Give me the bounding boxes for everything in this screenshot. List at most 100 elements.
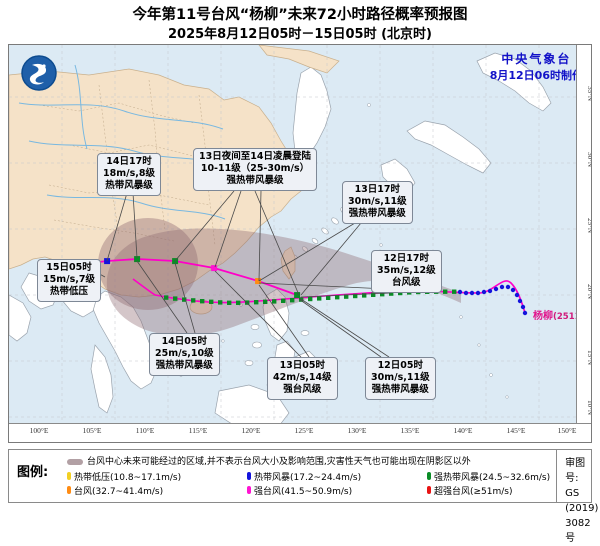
callout-line: 强热带风暴级 <box>155 359 213 371</box>
legend-left-column: 图例: 台风中心未来可能经过的区域,并不表示台风大小及影响范围,灾害性天气也可能… <box>9 450 556 502</box>
legend-label: 台风(32.7~41.4m/s) <box>74 486 164 497</box>
callout-13d17h[interactable]: 13日17时 30m/s,11级 强热带风暴级 <box>342 181 413 224</box>
storm-name-text: 杨柳 <box>533 311 553 322</box>
legend-row: 台风(32.7~41.4m/s) 强台风(41.5~50.9m/s) 超强台风(… <box>67 484 550 497</box>
lat-tick: 30°N <box>586 152 591 167</box>
agency-issue-time: 8月12日06时制作 <box>489 68 583 82</box>
lon-tick: 115°E <box>188 426 208 435</box>
callout-line: 强热带风暴级 <box>226 174 284 186</box>
legend-label: 热带风暴(17.2~24.4m/s) <box>254 472 362 483</box>
callout-line: 13日17时 <box>354 184 401 195</box>
lat-tick: 25°N <box>586 218 591 233</box>
legend-item-tropical-storm: 热带风暴(17.2~24.4m/s) <box>247 470 427 483</box>
agency-stamp: 中央气象台 8月12日06时制作 <box>490 51 583 83</box>
callout-14d05h[interactable]: 14日05时 25m/s,10级 强热带风暴级 <box>149 333 220 376</box>
intensity-dot-icon <box>247 472 251 481</box>
legend-title: 图例: <box>17 465 49 480</box>
title-line-2: 2025年8月12日05时－15日05时 (北京时) <box>168 26 432 42</box>
legend-item-severe-tropical-storm: 强热带风暴(24.5~32.6m/s) <box>427 470 550 483</box>
legend-item-super-typhoon: 超强台风(≥51m/s) <box>427 484 513 497</box>
intensity-dot-icon <box>67 486 71 495</box>
lat-tick: 15°N <box>586 350 591 365</box>
callout-line: 42m/s,14级 <box>273 371 332 383</box>
legend-panel: 图例: 台风中心未来可能经过的区域,并不表示台风大小及影响范围,灾害性天气也可能… <box>8 449 598 544</box>
legend-category-rows: 热带低压(10.8~17.1m/s) 热带风暴(17.2~24.4m/s) 强热… <box>67 470 550 497</box>
lon-tick: 145°E <box>506 426 526 435</box>
title-line-1: 今年第11号台风“杨柳”未来72小时路径概率预报图 <box>132 7 468 23</box>
lon-tick: 130°E <box>347 426 367 435</box>
callout-line: 15m/s,7级 <box>43 273 95 285</box>
callout-line: 热带低压 <box>49 285 88 297</box>
callout-line: 14日17时 <box>106 156 152 167</box>
callout-line: 强热带风暴级 <box>371 383 429 395</box>
lon-tick: 105°E <box>82 426 102 435</box>
lon-tick: 140°E <box>453 426 473 435</box>
callout-13d05h[interactable]: 13日05时 42m/s,14级 强台风级 <box>267 357 338 400</box>
callout-14d17h[interactable]: 14日17时 18m/s,8级 热带风暴级 <box>97 153 161 196</box>
intensity-dot-icon <box>427 472 431 481</box>
callout-line: 30m/s,11级 <box>371 371 430 383</box>
legend-note-text: 台风中心未来可能经过的区域,并不表示台风大小及影响范围,灾害性天气也可能出现在阴… <box>87 457 471 467</box>
legend-item-typhoon: 台风(32.7~41.4m/s) <box>67 484 247 497</box>
agency-name: 中央气象台 <box>501 52 572 66</box>
callout-line: 13日夜间至14日凌晨登陆 <box>199 151 311 162</box>
approval-number: GS (2019) 3082号 <box>565 488 599 544</box>
storm-id-text: (2511) <box>553 312 585 322</box>
callout-line: 热带风暴级 <box>105 179 153 191</box>
lon-tick: 110°E <box>135 426 155 435</box>
legend-row: 热带低压(10.8~17.1m/s) 热带风暴(17.2~24.4m/s) 强热… <box>67 470 550 483</box>
callout-line: 18m/s,8级 <box>103 167 155 179</box>
callout-line: 14日05时 <box>161 336 208 347</box>
forecast-point-13d05h <box>211 265 218 272</box>
latitude-axis: 35°N 30°N 25°N 20°N 15°N 10°N <box>576 45 591 424</box>
lat-tick: 35°N <box>586 86 591 101</box>
legend-item-tropical-depression: 热带低压(10.8~17.1m/s) <box>67 470 247 483</box>
legend-item-severe-typhoon: 强台风(41.5~50.9m/s) <box>247 484 427 497</box>
typhoon-forecast-page: 今年第11号台风“杨柳”未来72小时路径概率预报图 2025年8月12日05时－… <box>0 6 600 544</box>
legend-label: 强台风(41.5~50.9m/s) <box>254 486 353 497</box>
intensity-dot-icon <box>427 486 431 495</box>
lat-tick: 20°N <box>586 284 591 299</box>
lat-tick: 10°N <box>586 400 591 415</box>
approval-label: 审图号: <box>565 458 586 484</box>
forecast-point-12d17h <box>255 278 262 285</box>
callout-12d05h[interactable]: 12日05时 30m/s,11级 强热带风暴级 <box>365 357 436 400</box>
callout-12d17h[interactable]: 12日17时 35m/s,12级 台风级 <box>371 250 442 293</box>
callout-line: 12日05时 <box>377 360 424 371</box>
storm-name-tag: 杨柳(2511) <box>533 307 584 322</box>
callout-line: 15日05时 <box>46 262 92 273</box>
callout-line: 强热带风暴级 <box>348 207 406 219</box>
lon-tick: 135°E <box>400 426 420 435</box>
legend-label: 热带低压(10.8~17.1m/s) <box>74 472 182 483</box>
cone-swatch-icon <box>67 458 83 465</box>
probability-cone <box>98 218 461 336</box>
callout-line: 强台风级 <box>283 383 322 395</box>
lon-tick: 120°E <box>241 426 261 435</box>
page-title: 今年第11号台风“杨柳”未来72小时路径概率预报图 2025年8月12日05时－… <box>0 6 600 43</box>
forecast-map[interactable]: 中央气象台 8月12日06时制作 14日17时 18m/s,8级 热带风暴级 1… <box>8 44 592 443</box>
callout-line: 30m/s,11级 <box>348 195 407 207</box>
approval-number-block: 审图号: GS (2019) 3082号 <box>556 450 598 544</box>
legend-note: 台风中心未来可能经过的区域,并不表示台风大小及影响范围,灾害性天气也可能出现在阴… <box>67 454 550 468</box>
lon-tick: 150°E <box>557 426 577 435</box>
callout-landfall[interactable]: 13日夜间至14日凌晨登陆 10-11级（25-30m/s） 强热带风暴级 <box>193 148 317 191</box>
lon-tick: 100°E <box>29 426 49 435</box>
longitude-axis: 100°E 105°E 110°E 115°E 120°E 125°E 130°… <box>9 423 591 442</box>
legend-label: 强热带风暴(24.5~32.6m/s) <box>434 472 551 483</box>
intensity-dot-icon <box>247 486 251 495</box>
callout-line: 25m/s,10级 <box>155 347 214 359</box>
callout-line: 10-11级（25-30m/s） <box>200 162 310 174</box>
cma-dragon-logo <box>19 53 59 93</box>
callout-line: 35m/s,12级 <box>377 264 436 276</box>
lon-tick: 125°E <box>294 426 314 435</box>
callout-15d05h[interactable]: 15日05时 15m/s,7级 热带低压 <box>37 259 101 302</box>
callout-line: 13日05时 <box>279 360 326 371</box>
forecast-point-14d17h <box>104 258 111 265</box>
callout-line: 台风级 <box>392 276 421 288</box>
callout-leader-lines <box>82 190 392 358</box>
forecast-point-12d05h <box>294 292 301 299</box>
legend-label: 超强台风(≥51m/s) <box>434 486 513 497</box>
intensity-dot-icon <box>67 472 71 481</box>
callout-line: 12日17时 <box>383 253 430 264</box>
forecast-track-markers <box>80 256 301 299</box>
